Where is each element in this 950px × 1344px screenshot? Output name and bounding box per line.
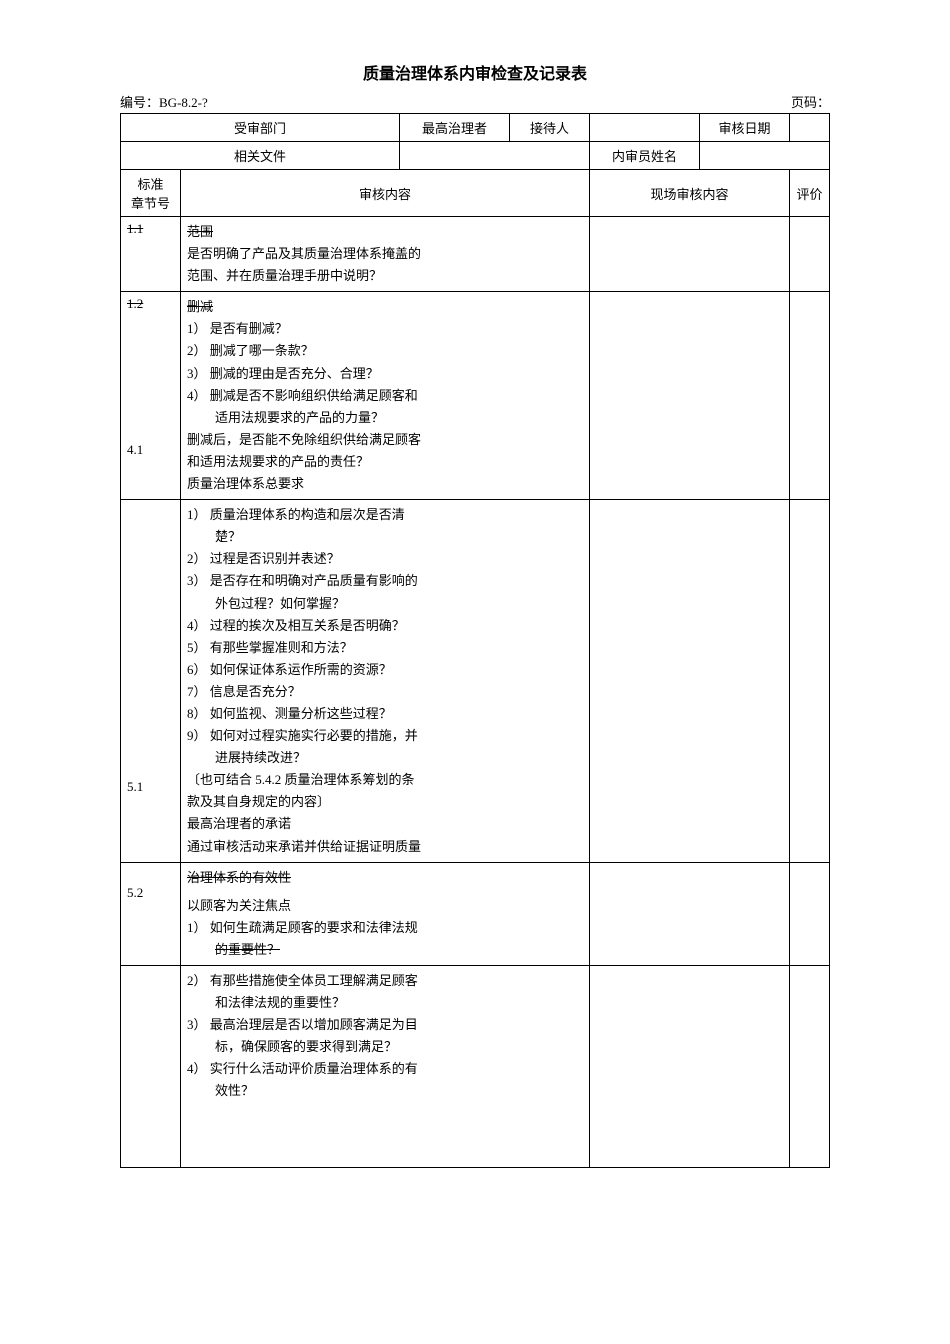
empty-cell <box>790 114 830 142</box>
eval-label: 评价 <box>790 170 830 217</box>
header-row: 标准 章节号 审核内容 现场审核内容 评价 <box>121 170 830 217</box>
audit-table: 受审部门 最高治理者 接待人 审核日期 相关文件 内审员姓名 标准 章节号 审核… <box>120 113 830 1168</box>
document-header: 编号：BG-8.2-? 页码： <box>120 92 830 111</box>
table-row: 5.2 治理体系的有效性 以顾客为关注焦点 1） 如何生疏满足顾客的要求和法律法… <box>121 862 830 965</box>
line-text: 8） 如何监视、测量分析这些过程？ <box>187 703 583 725</box>
table-row: 1.2 4.1 删减 1） 是否有删减？ 2） 删减了哪一条款？ 3） 删减的理… <box>121 292 830 500</box>
line-text: 效性？ <box>187 1080 583 1102</box>
line-text: 3） 是否存在和明确对产品质量有影响的 <box>187 570 583 592</box>
page-label: 页码： <box>791 92 830 111</box>
receiver-label: 接待人 <box>510 114 590 142</box>
table-row: 1.1 范围 是否明确了产品及其质量治理体系掩盖的 范围、并在质量治理手册中说明… <box>121 217 830 292</box>
line-text: 标，确保顾客的要求得到满足？ <box>187 1036 583 1058</box>
eval-cell <box>790 292 830 500</box>
section-text: 5.2 <box>127 885 174 901</box>
heading-text: 质量治理体系总要求 <box>187 473 583 495</box>
line-text: 9） 如何对过程实施实行必要的措施，并 <box>187 725 583 747</box>
line-text: 楚？ <box>187 526 583 548</box>
doc-no: 编号：BG-8.2-? <box>120 92 208 111</box>
line-text: 进展持续改进？ <box>187 747 583 769</box>
doc-no-label: 编号： <box>120 95 159 110</box>
meta-row-2: 相关文件 内审员姓名 <box>121 142 830 170</box>
heading-text: 删减 <box>187 296 583 318</box>
line-text: 7） 信息是否充分？ <box>187 681 583 703</box>
audit-content: 删减 1） 是否有删减？ 2） 删减了哪一条款？ 3） 删减的理由是否充分、合理… <box>181 292 590 500</box>
line-text: 4） 过程的挨次及相互关系是否明确？ <box>187 615 583 637</box>
line-text: 删减后，是否能不免除组织供给满足顾客 <box>187 429 583 451</box>
heading-text: 最高治理者的承诺 <box>187 813 583 835</box>
doc-no-value: BG-8.2-? <box>159 95 208 110</box>
site-content <box>590 862 790 965</box>
auditor-name-label: 内审员姓名 <box>590 142 700 170</box>
line-text: 是否明确了产品及其质量治理体系掩盖的 <box>187 243 583 265</box>
top-mgr-label: 最高治理者 <box>400 114 510 142</box>
line-text: 和适用法规要求的产品的责任？ <box>187 451 583 473</box>
line-text: 〔也可结合 5.4.2 质量治理体系筹划的条 <box>187 769 583 791</box>
audit-content: 范围 是否明确了产品及其质量治理体系掩盖的 范围、并在质量治理手册中说明？ <box>181 217 590 292</box>
meta-row-1: 受审部门 最高治理者 接待人 审核日期 <box>121 114 830 142</box>
heading-text: 范围 <box>187 221 583 243</box>
std-section-label: 标准 章节号 <box>121 170 181 217</box>
std-label-2: 章节号 <box>131 196 170 211</box>
audit-content: 2） 有那些措施使全体员工理解满足顾客 和法律法规的重要性？ 3） 最高治理层是… <box>181 966 590 1168</box>
site-content <box>590 292 790 500</box>
audit-content: 1） 质量治理体系的构造和层次是否清 楚？ 2） 过程是否识别并表述？ 3） 是… <box>181 500 590 863</box>
dept-label: 受审部门 <box>121 114 400 142</box>
heading-text: 治理体系的有效性 <box>187 867 583 889</box>
line-text: 1） 质量治理体系的构造和层次是否清 <box>187 504 583 526</box>
line-text: 通过审核活动来承诺并供给证据证明质量 <box>187 836 583 858</box>
eval-cell <box>790 500 830 863</box>
section-text: 1.2 <box>127 296 174 312</box>
document-title: 质量治理体系内审检查及记录表 <box>120 60 830 84</box>
line-text: 4） 删减是否不影响组织供给满足顾客和 <box>187 385 583 407</box>
section-text: 4.1 <box>127 442 174 458</box>
line-text: 范围、并在质量治理手册中说明？ <box>187 265 583 287</box>
line-text: 6） 如何保证体系运作所需的资源？ <box>187 659 583 681</box>
section-no: 5.2 <box>121 862 181 965</box>
table-row: 2） 有那些措施使全体员工理解满足顾客 和法律法规的重要性？ 3） 最高治理层是… <box>121 966 830 1168</box>
line-text: 和法律法规的重要性？ <box>187 992 583 1014</box>
section-text: 5.1 <box>127 779 174 795</box>
line-text: 3） 最高治理层是否以增加顾客满足为目 <box>187 1014 583 1036</box>
line-text: 2） 过程是否识别并表述？ <box>187 548 583 570</box>
empty-cell <box>590 114 700 142</box>
line-text: 1） 是否有删减？ <box>187 318 583 340</box>
heading-text: 以顾客为关注焦点 <box>187 895 583 917</box>
table-row: 5.1 1） 质量治理体系的构造和层次是否清 楚？ 2） 过程是否识别并表述？ … <box>121 500 830 863</box>
line-text: 4） 实行什么活动评价质量治理体系的有 <box>187 1058 583 1080</box>
line-text: 外包过程？如何掌握？ <box>187 593 583 615</box>
related-doc-label: 相关文件 <box>121 142 400 170</box>
line-text: 适用法规要求的产品的力量？ <box>187 407 583 429</box>
line-text: 款及其自身规定的内容〕 <box>187 791 583 813</box>
site-content <box>590 966 790 1168</box>
audit-content-label: 审核内容 <box>181 170 590 217</box>
section-no: 1.1 <box>121 217 181 292</box>
site-content-label: 现场审核内容 <box>590 170 790 217</box>
eval-cell <box>790 966 830 1168</box>
audit-date-label: 审核日期 <box>700 114 790 142</box>
line-text: 2） 有那些措施使全体员工理解满足顾客 <box>187 970 583 992</box>
line-text: 的重要性？ <box>187 939 583 961</box>
line-text: 5） 有那些掌握准则和方法？ <box>187 637 583 659</box>
site-content <box>590 500 790 863</box>
section-no: 5.1 <box>121 500 181 863</box>
site-content <box>590 217 790 292</box>
empty-cell <box>700 142 830 170</box>
section-no: 1.2 4.1 <box>121 292 181 500</box>
eval-cell <box>790 862 830 965</box>
std-label-1: 标准 <box>137 177 163 192</box>
line-text: 1） 如何生疏满足顾客的要求和法律法规 <box>187 917 583 939</box>
section-text: 1.1 <box>127 221 143 236</box>
empty-cell <box>400 142 590 170</box>
line-text: 3） 删减的理由是否充分、合理？ <box>187 363 583 385</box>
audit-content: 治理体系的有效性 以顾客为关注焦点 1） 如何生疏满足顾客的要求和法律法规 的重… <box>181 862 590 965</box>
eval-cell <box>790 217 830 292</box>
section-no <box>121 966 181 1168</box>
line-text: 2） 删减了哪一条款？ <box>187 340 583 362</box>
